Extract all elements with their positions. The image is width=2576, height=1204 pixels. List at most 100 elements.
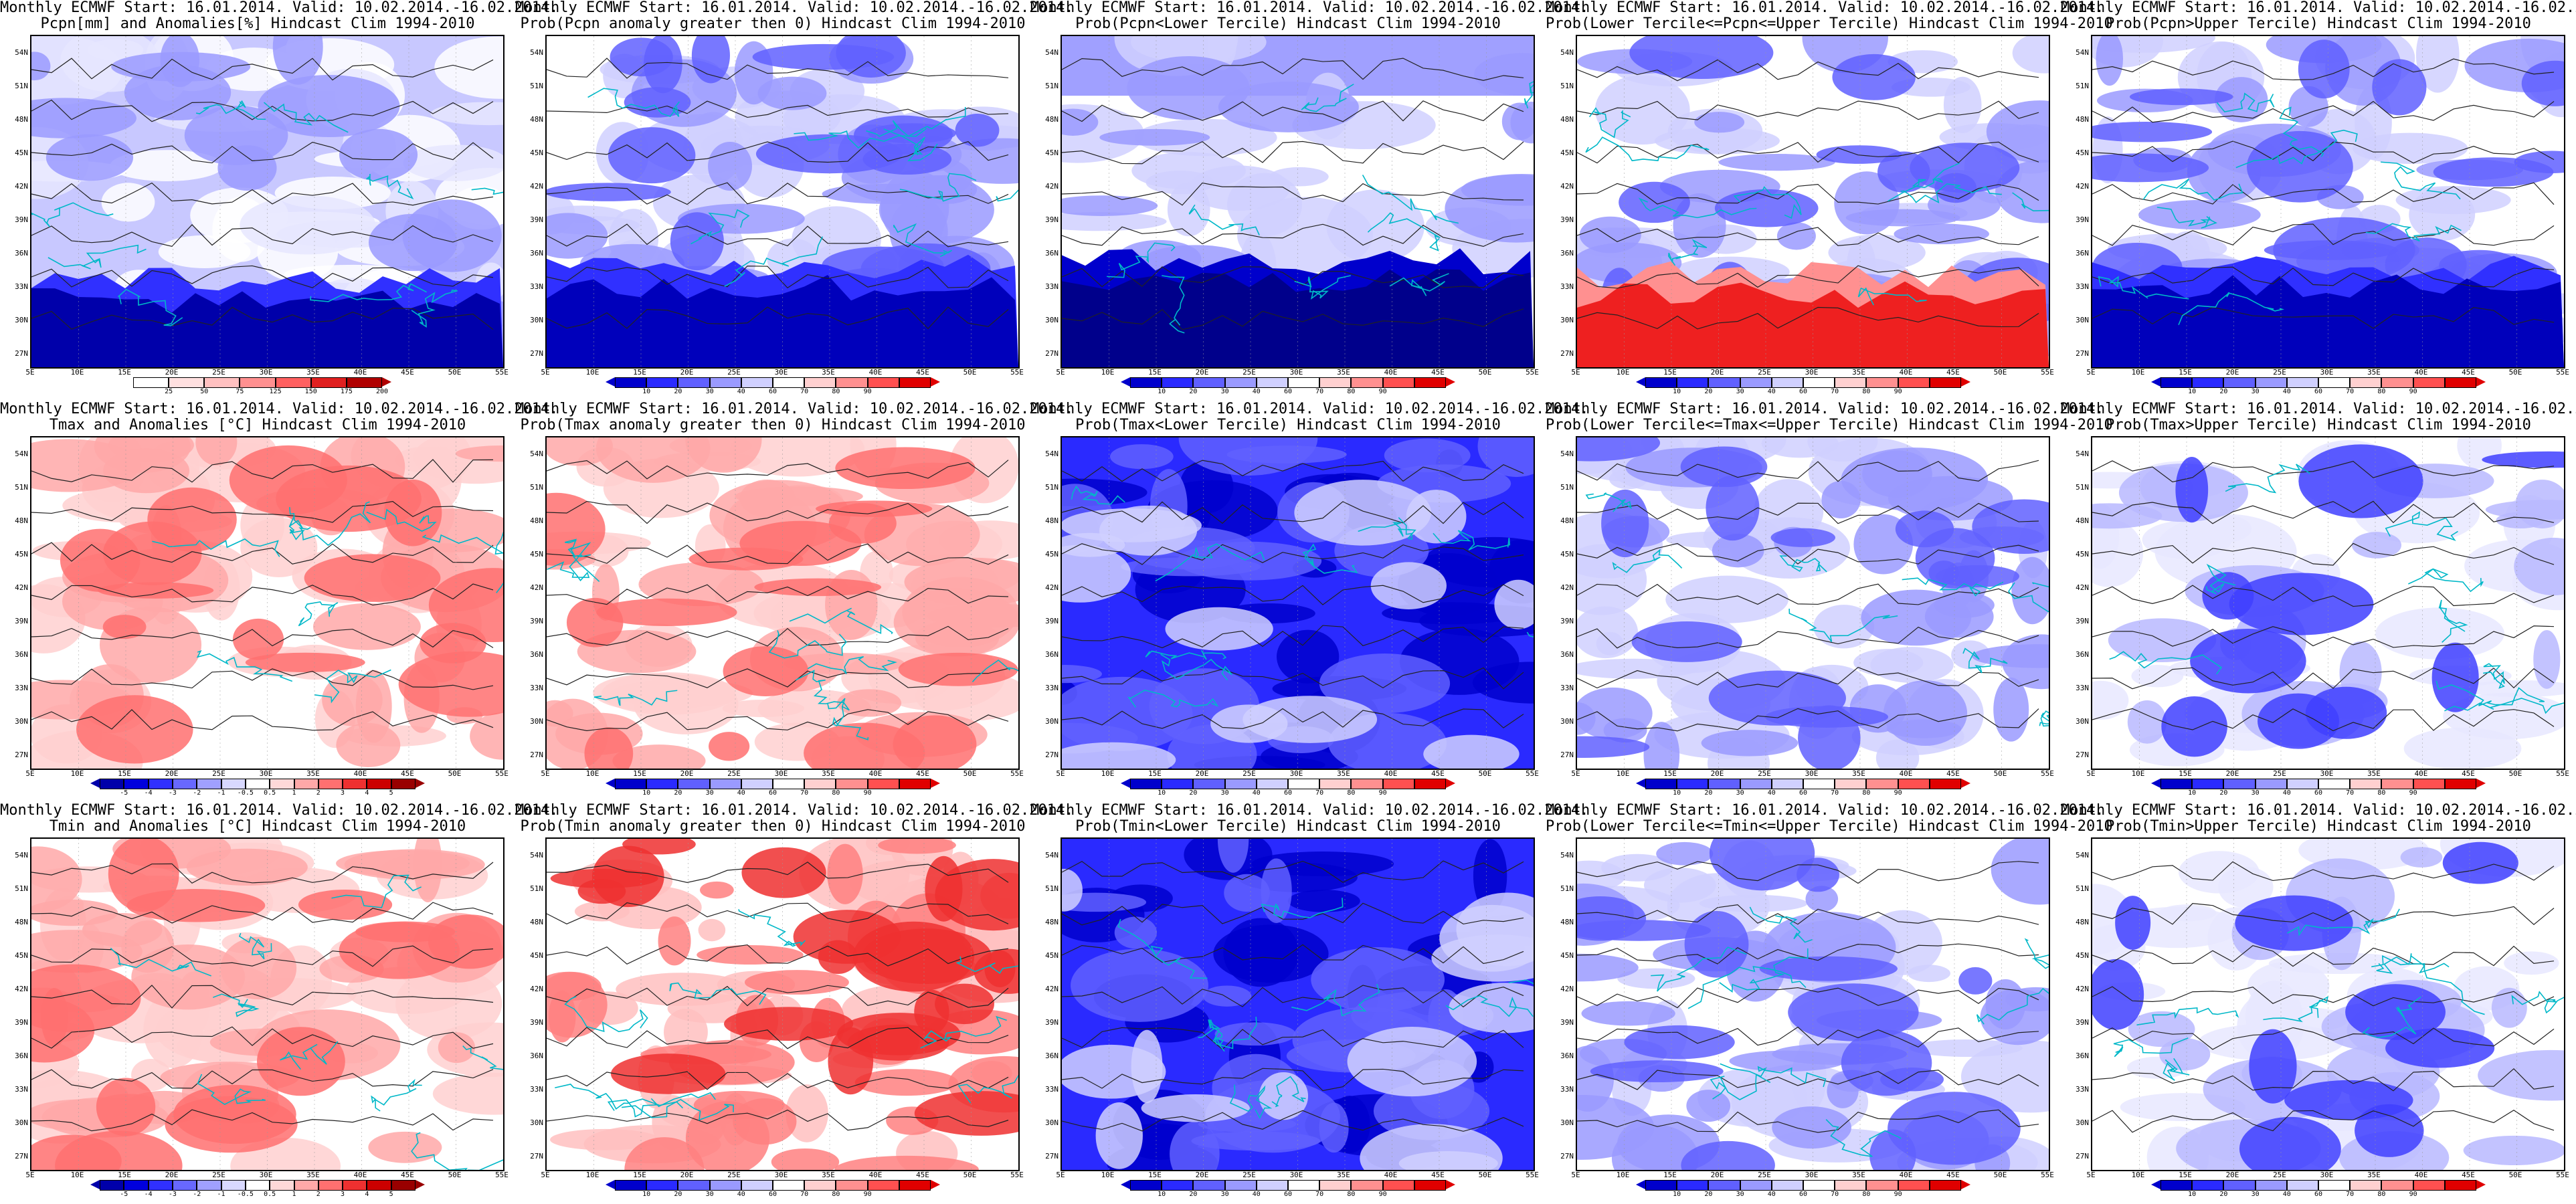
colorbar-segment — [343, 779, 367, 789]
coastline — [724, 236, 824, 287]
colorbar-segment — [1414, 377, 1447, 388]
field-patch — [76, 695, 193, 764]
panel-title: Monthly ECMWF Start: 16.01.2014. Valid: … — [0, 401, 559, 433]
contour-line — [1577, 1109, 2039, 1133]
colorbar-max-arrow — [1446, 1180, 1456, 1189]
longitude-label: 5E — [25, 368, 35, 377]
field-patch — [1210, 704, 1288, 743]
field-patch — [1681, 1140, 1775, 1170]
longitude-label: 55E — [1010, 1171, 1024, 1179]
field-patch — [1095, 1102, 1143, 1169]
field-patch — [312, 603, 421, 650]
field-patch — [1701, 730, 1799, 757]
field-patch — [2409, 188, 2476, 241]
longitude-label: 35E — [1852, 368, 1865, 377]
field-patch — [1718, 153, 1835, 171]
field-patch — [1694, 112, 1745, 133]
field-patch — [652, 1094, 693, 1150]
latitude-label: 54N — [15, 48, 28, 57]
colorbar-segment — [1898, 1180, 1930, 1191]
longitude-label: 25E — [2273, 1171, 2286, 1179]
longitude-label: 20E — [680, 1171, 694, 1179]
colorbar-label: 70 — [1831, 388, 1839, 395]
longitude-label: 30E — [259, 1171, 273, 1179]
longitude-label: 15E — [2179, 1171, 2192, 1179]
longitude-label: 35E — [822, 368, 835, 377]
field-patch — [1772, 1106, 1852, 1149]
contour-line — [1062, 860, 1524, 883]
coastline — [263, 102, 349, 133]
contour-line — [547, 709, 1009, 731]
coastline — [1358, 517, 1416, 540]
map-panel: Monthly ECMWF Start: 16.01.2014. Valid: … — [515, 803, 1073, 1204]
field-patch — [1170, 1122, 1220, 1170]
map-panel: Monthly ECMWF Start: 16.01.2014. Valid: … — [515, 401, 1073, 803]
colorbar-segment — [2160, 779, 2193, 789]
contour-line — [31, 141, 494, 164]
latitude-label: 48N — [1560, 516, 1574, 525]
colorbar-segment — [1708, 377, 1740, 388]
latitude-label: 45N — [530, 951, 543, 960]
latitude-label: 54N — [530, 449, 543, 458]
field-patch — [592, 845, 664, 908]
coastline — [1445, 995, 1534, 1017]
colorbar-segment — [773, 1180, 805, 1191]
field-patch — [1845, 209, 1960, 227]
latitude-label: 39N — [2076, 1018, 2089, 1027]
coastline — [422, 531, 503, 555]
field-patch — [2400, 847, 2443, 868]
longitude-label: 45E — [1431, 769, 1445, 778]
field-patch — [1577, 702, 1596, 735]
colorbar-segment — [2255, 377, 2287, 388]
longitude-label: 30E — [259, 368, 273, 377]
coastline — [2012, 192, 2049, 211]
longitude-label: 30E — [1805, 769, 1819, 778]
contour-line — [1062, 308, 1524, 330]
field-patch — [608, 127, 696, 184]
coastline — [1198, 1019, 1223, 1040]
contour-line — [1577, 987, 2039, 1009]
field-patch — [547, 972, 608, 1038]
colorbar-label: 25 — [165, 388, 173, 395]
longitude-label: 20E — [680, 368, 694, 377]
longitude-label: 10E — [1616, 769, 1630, 778]
coastline — [2113, 1037, 2189, 1058]
field-patch — [1494, 579, 1534, 629]
colorbar-segment — [245, 779, 270, 789]
colorbar-segment — [1224, 1180, 1257, 1191]
field-patch — [1894, 223, 1990, 245]
field-patch — [1993, 677, 2029, 742]
colorbar-label: 80 — [2377, 388, 2386, 395]
field-patch — [1294, 480, 1432, 546]
coastline — [1261, 898, 1344, 918]
colorbar — [1636, 1180, 1971, 1191]
contour-line — [1577, 626, 2039, 649]
colorbar-segment — [169, 377, 205, 388]
longitude-label: 40E — [353, 769, 367, 778]
colorbar-max-arrow — [931, 377, 941, 387]
contour-line — [1062, 902, 1524, 926]
coastline — [1667, 239, 1708, 266]
field-patch — [2298, 39, 2350, 99]
latitude-label: 42N — [1045, 182, 1059, 191]
field-patch — [2190, 628, 2306, 694]
field-patch — [1347, 1026, 1477, 1097]
colorbar-min-arrow — [2151, 779, 2160, 788]
colorbar-max-arrow — [381, 377, 391, 387]
field-patch — [195, 437, 238, 466]
latitude-label: 36N — [1045, 650, 1059, 659]
field-patch — [1665, 575, 1789, 623]
longitude-label: 30E — [1805, 1171, 1819, 1179]
colorbar-segment — [2192, 779, 2224, 789]
coastline — [31, 202, 114, 227]
colorbar-min-arrow — [2151, 377, 2160, 387]
colorbar-segment — [2318, 377, 2351, 388]
map-frame — [2091, 35, 2565, 369]
field-patch — [658, 916, 691, 966]
map-field — [1062, 839, 1534, 1170]
field-patch — [1062, 868, 1083, 912]
field-patch — [31, 52, 51, 81]
longitude-label: 25E — [212, 368, 225, 377]
contour-line — [1577, 1070, 2039, 1090]
longitude-label: 55E — [1010, 368, 1024, 377]
